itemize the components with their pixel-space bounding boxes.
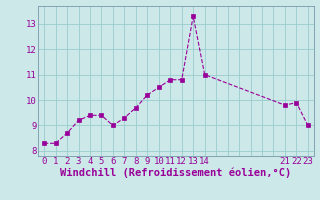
X-axis label: Windchill (Refroidissement éolien,°C): Windchill (Refroidissement éolien,°C) (60, 168, 292, 178)
